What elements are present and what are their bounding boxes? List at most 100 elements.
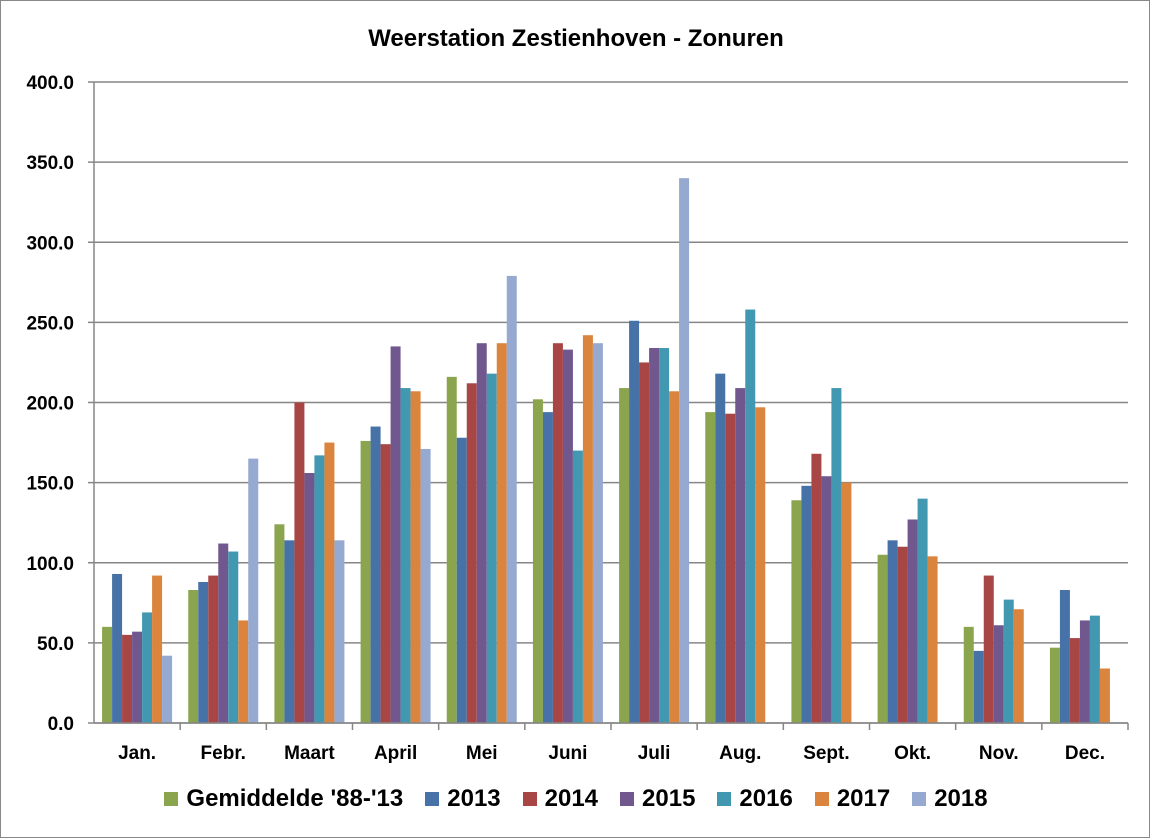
bar-2015-dec xyxy=(1079,620,1090,723)
y-tick-label: 200.0 xyxy=(26,394,74,415)
legend-label: Gemiddelde '88-'13 xyxy=(186,785,404,812)
chart-title: Weerstation Zestienhoven - Zonuren xyxy=(368,25,784,52)
bar-2015-juni xyxy=(562,349,573,723)
bar-2016-aug xyxy=(745,309,756,723)
legend-label: 2013 xyxy=(447,785,501,812)
bar-2013-febr xyxy=(198,581,209,723)
bar-2015-jan xyxy=(132,631,143,723)
bar-2013-okt xyxy=(887,540,898,723)
bar-2013-juni xyxy=(542,412,553,723)
bar-2013-mei xyxy=(456,437,467,723)
bar-2015-nov xyxy=(993,625,1004,723)
legend-swatch xyxy=(717,792,732,806)
bar-2013-maart xyxy=(284,540,295,723)
bar-2014-nov xyxy=(983,575,994,723)
bar-gemiddelde-88-13-dec xyxy=(1049,647,1060,723)
bar-gemiddelde-88-13-jan xyxy=(102,626,113,723)
legend-swatch xyxy=(620,792,635,806)
bar-2014-april xyxy=(380,444,391,723)
bar-2013-jan xyxy=(112,573,123,723)
bar-2016-april xyxy=(400,388,411,723)
bar-gemiddelde-88-13-juni xyxy=(532,399,543,723)
bar-2013-aug xyxy=(715,373,726,723)
bar-2013-juli xyxy=(629,320,640,723)
bar-2018-april xyxy=(420,448,431,723)
legend: Gemiddelde '88-'13 2013 2014 2015 2016 2017 20… xyxy=(1,785,1150,813)
bar-2014-juni xyxy=(552,343,563,723)
bar-2014-jan xyxy=(122,634,133,723)
bar-2017-maart xyxy=(324,442,335,723)
bar-2015-mei xyxy=(476,343,487,723)
bar-2018-juli xyxy=(679,178,690,723)
x-tick-label: Dec. xyxy=(1065,743,1105,764)
y-tick-label: 250.0 xyxy=(26,313,74,334)
bar-2013-april xyxy=(370,426,381,723)
bar-2015-maart xyxy=(304,473,315,723)
bar-2013-nov xyxy=(973,650,984,723)
bar-2014-okt xyxy=(897,546,908,723)
bar-2017-nov xyxy=(1013,609,1024,723)
bar-2014-aug xyxy=(725,413,736,723)
legend-item: 2018 xyxy=(912,785,988,813)
x-tick-label: Jan. xyxy=(118,743,156,764)
bar-2014-mei xyxy=(466,383,477,723)
bar-gemiddelde-88-13-mei xyxy=(446,376,457,723)
legend-swatch xyxy=(425,792,440,806)
x-tick-label: Mei xyxy=(466,743,498,764)
legend-swatch xyxy=(522,792,537,806)
bar-2017-mei xyxy=(496,343,507,723)
bar-2016-maart xyxy=(314,455,325,723)
bar-2013-dec xyxy=(1059,589,1070,723)
bar-gemiddelde-88-13-sept xyxy=(791,500,802,723)
bar-2015-juli xyxy=(649,348,660,723)
bar-2014-dec xyxy=(1069,638,1080,723)
x-tick-label: Maart xyxy=(284,743,335,764)
bar-2014-juli xyxy=(639,362,650,723)
bar-2017-sept xyxy=(841,482,852,723)
legend-item: 2015 xyxy=(620,785,695,813)
legend-item: 2014 xyxy=(522,785,599,813)
bar-2017-juli xyxy=(669,391,680,723)
legend-item: 2016 xyxy=(717,785,793,813)
bar-2015-febr xyxy=(218,543,229,723)
bar-gemiddelde-88-13-febr xyxy=(188,589,199,723)
bar-2017-okt xyxy=(927,556,938,723)
y-tick-label: 300.0 xyxy=(26,233,74,254)
bar-2014-febr xyxy=(208,575,219,723)
bar-gemiddelde-88-13-april xyxy=(360,440,371,723)
legend-label: 2014 xyxy=(544,785,599,812)
y-tick-label: 100.0 xyxy=(26,554,74,575)
legend-item: 2013 xyxy=(425,785,501,813)
y-tick-label: 150.0 xyxy=(26,474,74,495)
bar-2015-sept xyxy=(821,476,832,723)
legend-swatch xyxy=(164,792,179,806)
x-tick-label: Febr. xyxy=(201,743,246,764)
bar-2016-mei xyxy=(486,373,497,723)
y-tick-label: 0.0 xyxy=(48,714,74,735)
bar-2017-april xyxy=(410,391,421,723)
legend-label: 2015 xyxy=(642,785,696,812)
legend-item: 2017 xyxy=(814,785,891,813)
legend-label: 2018 xyxy=(934,785,988,812)
x-tick-label: Sept. xyxy=(803,743,849,764)
x-tick-label: Okt. xyxy=(894,743,931,764)
bar-2017-febr xyxy=(238,620,249,723)
bar-2014-maart xyxy=(294,402,305,723)
bar-2013-sept xyxy=(801,485,812,723)
bar-2015-april xyxy=(390,346,401,723)
bar-2016-febr xyxy=(228,551,239,723)
bar-gemiddelde-88-13-okt xyxy=(877,554,888,723)
bar-2018-febr xyxy=(248,458,259,723)
bar-2018-juni xyxy=(592,343,603,723)
bar-2016-juni xyxy=(572,450,583,723)
x-tick-label: April xyxy=(374,743,417,764)
bar-2017-juni xyxy=(582,335,593,723)
legend-label: 2017 xyxy=(836,785,891,812)
bar-2015-okt xyxy=(907,519,918,723)
bar-gemiddelde-88-13-nov xyxy=(963,626,974,723)
x-tick-label: Aug. xyxy=(719,743,761,764)
bar-gemiddelde-88-13-maart xyxy=(274,524,285,723)
y-tick-label: 400.0 xyxy=(26,73,74,94)
bar-gemiddelde-88-13-aug xyxy=(705,412,716,723)
